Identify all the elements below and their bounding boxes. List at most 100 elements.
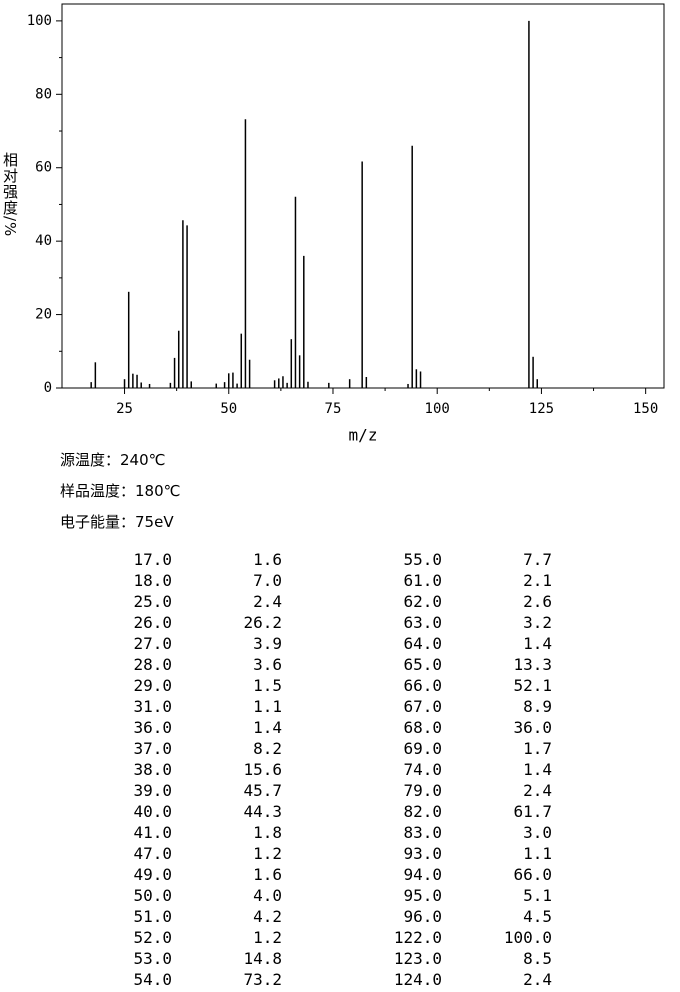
y-tick-label: 40 bbox=[35, 233, 52, 249]
table-cell: 2.4 bbox=[523, 970, 552, 989]
table-cell: 36.0 bbox=[513, 718, 552, 737]
table-cell: 68.0 bbox=[403, 718, 442, 737]
table-cell: 8.9 bbox=[523, 697, 552, 716]
x-tick-label: 25 bbox=[116, 401, 133, 417]
table-cell: 1.6 bbox=[253, 865, 282, 884]
table-cell: 93.0 bbox=[403, 844, 442, 863]
table-cell: 7.0 bbox=[253, 571, 282, 590]
x-tick-label: 100 bbox=[425, 401, 450, 417]
table-cell: 44.3 bbox=[243, 802, 282, 821]
table-cell: 1.2 bbox=[253, 928, 282, 947]
table-cell: 4.0 bbox=[253, 886, 282, 905]
table-cell: 1.2 bbox=[253, 844, 282, 863]
table-cell: 36.0 bbox=[133, 718, 172, 737]
table-cell: 41.0 bbox=[133, 823, 172, 842]
table-cell: 100.0 bbox=[503, 928, 552, 947]
table-cell: 62.0 bbox=[403, 592, 442, 611]
table-cell: 1.6 bbox=[253, 550, 282, 569]
table-cell: 1.1 bbox=[253, 697, 282, 716]
table-cell: 2.1 bbox=[523, 571, 552, 590]
table-cell: 5.1 bbox=[523, 886, 552, 905]
table-cell: 28.0 bbox=[133, 655, 172, 674]
y-axis-label: 相对强度/% bbox=[1, 152, 19, 238]
table-cell: 53.0 bbox=[133, 949, 172, 968]
table-cell: 1.4 bbox=[253, 718, 282, 737]
table-cell: 122.0 bbox=[393, 928, 442, 947]
table-cell: 17.0 bbox=[133, 550, 172, 569]
table-cell: 52.1 bbox=[513, 676, 552, 695]
table-cell: 39.0 bbox=[133, 781, 172, 800]
table-cell: 4.5 bbox=[523, 907, 552, 926]
table-cell: 61.7 bbox=[513, 802, 552, 821]
table-cell: 8.5 bbox=[523, 949, 552, 968]
x-tick-label: 125 bbox=[529, 401, 554, 417]
table-cell: 1.5 bbox=[253, 676, 282, 695]
y-tick-label: 100 bbox=[27, 13, 52, 29]
table-cell: 3.0 bbox=[523, 823, 552, 842]
table-cell: 1.4 bbox=[523, 760, 552, 779]
y-tick-label: 60 bbox=[35, 160, 52, 176]
table-cell: 25.0 bbox=[133, 592, 172, 611]
table-cell: 54.0 bbox=[133, 970, 172, 989]
table-cell: 82.0 bbox=[403, 802, 442, 821]
table-cell: 3.9 bbox=[253, 634, 282, 653]
table-cell: 1.7 bbox=[523, 739, 552, 758]
table-cell: 1.8 bbox=[253, 823, 282, 842]
table-cell: 3.2 bbox=[523, 613, 552, 632]
table-cell: 61.0 bbox=[403, 571, 442, 590]
table-cell: 2.4 bbox=[523, 781, 552, 800]
table-cell: 45.7 bbox=[243, 781, 282, 800]
table-cell: 2.4 bbox=[253, 592, 282, 611]
table-cell: 124.0 bbox=[393, 970, 442, 989]
table-cell: 49.0 bbox=[133, 865, 172, 884]
table-cell: 64.0 bbox=[403, 634, 442, 653]
table-cell: 4.2 bbox=[253, 907, 282, 926]
table-cell: 15.6 bbox=[243, 760, 282, 779]
table-cell: 18.0 bbox=[133, 571, 172, 590]
table-cell: 123.0 bbox=[393, 949, 442, 968]
table-cell: 79.0 bbox=[403, 781, 442, 800]
chart: 0 20 40 60 80 100 25 50 75 100 125 150 m/z bbox=[27, 3, 665, 445]
y-tick-label: 80 bbox=[35, 86, 52, 102]
table-cell: 27.0 bbox=[133, 634, 172, 653]
table-cell: 8.2 bbox=[253, 739, 282, 758]
table-cell: 40.0 bbox=[133, 802, 172, 821]
table-cell: 66.0 bbox=[513, 865, 552, 884]
table-cell: 2.6 bbox=[523, 592, 552, 611]
table-cell: 73.2 bbox=[243, 970, 282, 989]
table-cell: 1.1 bbox=[523, 844, 552, 863]
x-tick-label: 50 bbox=[220, 401, 237, 417]
info-line: 源温度：240℃ bbox=[60, 451, 166, 469]
x-axis-label: m/z bbox=[349, 426, 378, 445]
table-cell: 63.0 bbox=[403, 613, 442, 632]
table-cell: 55.0 bbox=[403, 550, 442, 569]
table-cell: 26.2 bbox=[243, 613, 282, 632]
table-cell: 69.0 bbox=[403, 739, 442, 758]
table-cell: 66.0 bbox=[403, 676, 442, 695]
plot-frame bbox=[61, 3, 665, 389]
table-cell: 3.6 bbox=[253, 655, 282, 674]
x-tick-label: 75 bbox=[325, 401, 342, 417]
table-cell: 38.0 bbox=[133, 760, 172, 779]
table-cell: 14.8 bbox=[243, 949, 282, 968]
y-tick-label: 0 bbox=[44, 380, 52, 396]
table-cell: 47.0 bbox=[133, 844, 172, 863]
table-cell: 13.3 bbox=[513, 655, 552, 674]
table-cell: 26.0 bbox=[133, 613, 172, 632]
table-cell: 1.4 bbox=[523, 634, 552, 653]
y-tick-label: 20 bbox=[35, 307, 52, 323]
info-line: 样品温度：180℃ bbox=[60, 482, 181, 500]
info-line: 电子能量：75eV bbox=[60, 513, 174, 531]
table-cell: 96.0 bbox=[403, 907, 442, 926]
table-cell: 37.0 bbox=[133, 739, 172, 758]
table-cell: 50.0 bbox=[133, 886, 172, 905]
table-cell: 83.0 bbox=[403, 823, 442, 842]
table-cell: 95.0 bbox=[403, 886, 442, 905]
table-cell: 7.7 bbox=[523, 550, 552, 569]
table-cell: 31.0 bbox=[133, 697, 172, 716]
table-cell: 74.0 bbox=[403, 760, 442, 779]
table-cell: 67.0 bbox=[403, 697, 442, 716]
table-cell: 65.0 bbox=[403, 655, 442, 674]
table-cell: 94.0 bbox=[403, 865, 442, 884]
